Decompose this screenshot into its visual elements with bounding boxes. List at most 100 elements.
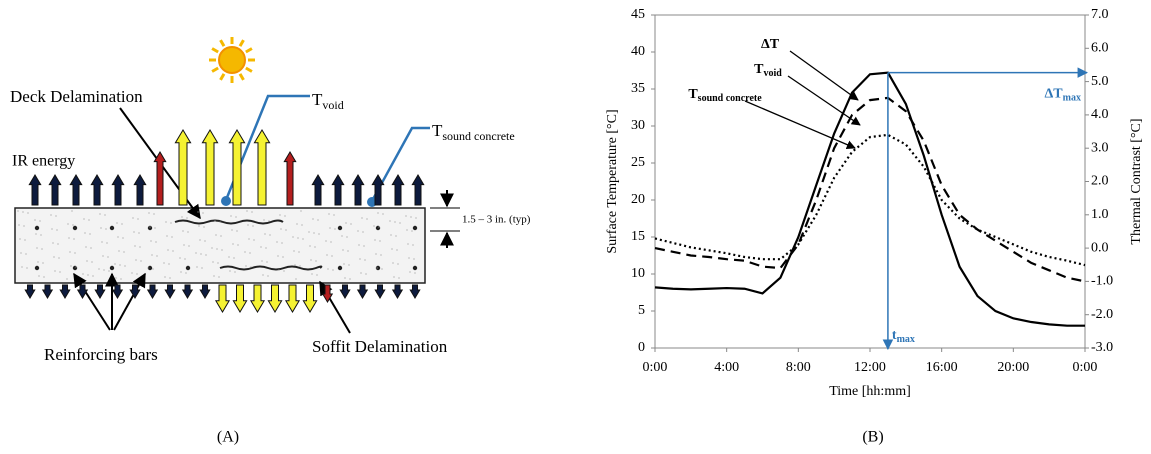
aggregate bbox=[268, 220, 270, 222]
aggregate bbox=[164, 276, 166, 278]
aggregate bbox=[117, 236, 119, 238]
aggregate bbox=[294, 264, 296, 266]
label-arrow bbox=[744, 100, 856, 149]
y-tick-label: 15 bbox=[631, 229, 645, 244]
aggregate bbox=[378, 226, 380, 228]
rebar bbox=[375, 225, 381, 231]
rebar bbox=[109, 225, 115, 231]
aggregate bbox=[330, 241, 332, 243]
aggregate bbox=[180, 271, 182, 273]
aggregate bbox=[136, 273, 138, 275]
aggregate bbox=[171, 236, 173, 238]
ir-arrow bbox=[129, 284, 141, 299]
aggregate bbox=[230, 215, 232, 217]
aggregate bbox=[101, 241, 103, 243]
series-label: ΔT bbox=[761, 37, 780, 52]
label: Deck Delamination bbox=[10, 87, 143, 106]
aggregate bbox=[86, 260, 88, 262]
aggregate bbox=[308, 231, 310, 233]
ir-arrow bbox=[133, 174, 147, 206]
aggregate bbox=[218, 276, 220, 278]
ir-arrow bbox=[201, 129, 219, 206]
aggregate bbox=[394, 221, 396, 223]
aggregate bbox=[40, 234, 42, 236]
aggregate bbox=[67, 223, 69, 225]
aggregate bbox=[23, 225, 25, 227]
aggregate bbox=[234, 271, 236, 273]
aggregate bbox=[57, 243, 59, 245]
aggregate bbox=[253, 239, 255, 241]
sun-ray bbox=[238, 39, 245, 47]
y-tick-label: 20 bbox=[631, 192, 645, 207]
aggregate bbox=[53, 256, 55, 258]
aggregate bbox=[392, 262, 394, 264]
t-max-main: t bbox=[892, 328, 897, 343]
label-sub: void bbox=[322, 98, 343, 112]
aggregate bbox=[181, 216, 183, 218]
aggregate bbox=[214, 220, 216, 222]
aggregate bbox=[99, 213, 101, 215]
aggregate bbox=[115, 277, 117, 279]
aggregate bbox=[252, 225, 254, 227]
ir-arrow bbox=[90, 174, 104, 206]
aggregate bbox=[295, 278, 297, 280]
aggregate bbox=[34, 219, 36, 221]
aggregate bbox=[261, 260, 263, 262]
aggregate bbox=[119, 264, 121, 266]
aggregate bbox=[132, 217, 134, 219]
aggregate bbox=[35, 233, 37, 235]
aggregate bbox=[299, 265, 301, 267]
aggregate bbox=[397, 263, 399, 265]
x-tick-label: 12:00 bbox=[854, 360, 886, 375]
aggregate bbox=[229, 270, 231, 272]
x-tick-label: 8:00 bbox=[786, 360, 811, 375]
aggregate bbox=[217, 262, 219, 264]
sun-ray bbox=[211, 47, 219, 54]
label: 1.5 – 3 in. (typ) bbox=[462, 214, 531, 226]
aggregate bbox=[198, 225, 200, 227]
aggregate bbox=[140, 260, 142, 262]
aggregate bbox=[311, 273, 313, 275]
rebar bbox=[72, 225, 78, 231]
aggregate bbox=[232, 243, 234, 245]
aggregate bbox=[348, 264, 350, 266]
y2-tick-label: -1.0 bbox=[1091, 274, 1113, 289]
aggregate bbox=[343, 263, 345, 265]
aggregate bbox=[277, 255, 279, 257]
ir-arrow bbox=[48, 174, 62, 206]
aggregate bbox=[381, 268, 383, 270]
aggregate bbox=[413, 258, 415, 260]
ir-arrow bbox=[331, 174, 345, 206]
y-tick-label: 5 bbox=[638, 303, 645, 318]
aggregate bbox=[360, 272, 362, 274]
aggregate bbox=[325, 240, 327, 242]
rebar bbox=[185, 265, 191, 271]
aggregate bbox=[219, 221, 221, 223]
sun-ray bbox=[245, 47, 253, 54]
aggregate bbox=[122, 237, 124, 239]
y2-tick-label: -3.0 bbox=[1091, 340, 1113, 355]
ir-arrow bbox=[111, 284, 124, 299]
aggregate bbox=[163, 262, 165, 264]
aggregate bbox=[405, 215, 407, 217]
aggregate bbox=[235, 216, 237, 218]
aggregate bbox=[393, 276, 395, 278]
aggregate bbox=[21, 266, 23, 268]
aggregate bbox=[22, 211, 24, 213]
x-tick-label: 20:00 bbox=[997, 360, 1029, 375]
aggregate bbox=[260, 246, 262, 248]
aggregate bbox=[317, 219, 319, 221]
aggregate bbox=[88, 219, 90, 221]
concrete-slab bbox=[14, 207, 426, 284]
aggregate bbox=[25, 253, 27, 255]
aggregate bbox=[43, 276, 45, 278]
aggregate bbox=[103, 269, 105, 271]
aggregate bbox=[138, 232, 140, 234]
aggregate bbox=[102, 255, 104, 257]
aggregate bbox=[285, 229, 287, 231]
ir-arrow bbox=[41, 284, 54, 299]
aggregate bbox=[70, 265, 72, 267]
aggregate bbox=[155, 241, 157, 243]
aggregate bbox=[326, 254, 328, 256]
